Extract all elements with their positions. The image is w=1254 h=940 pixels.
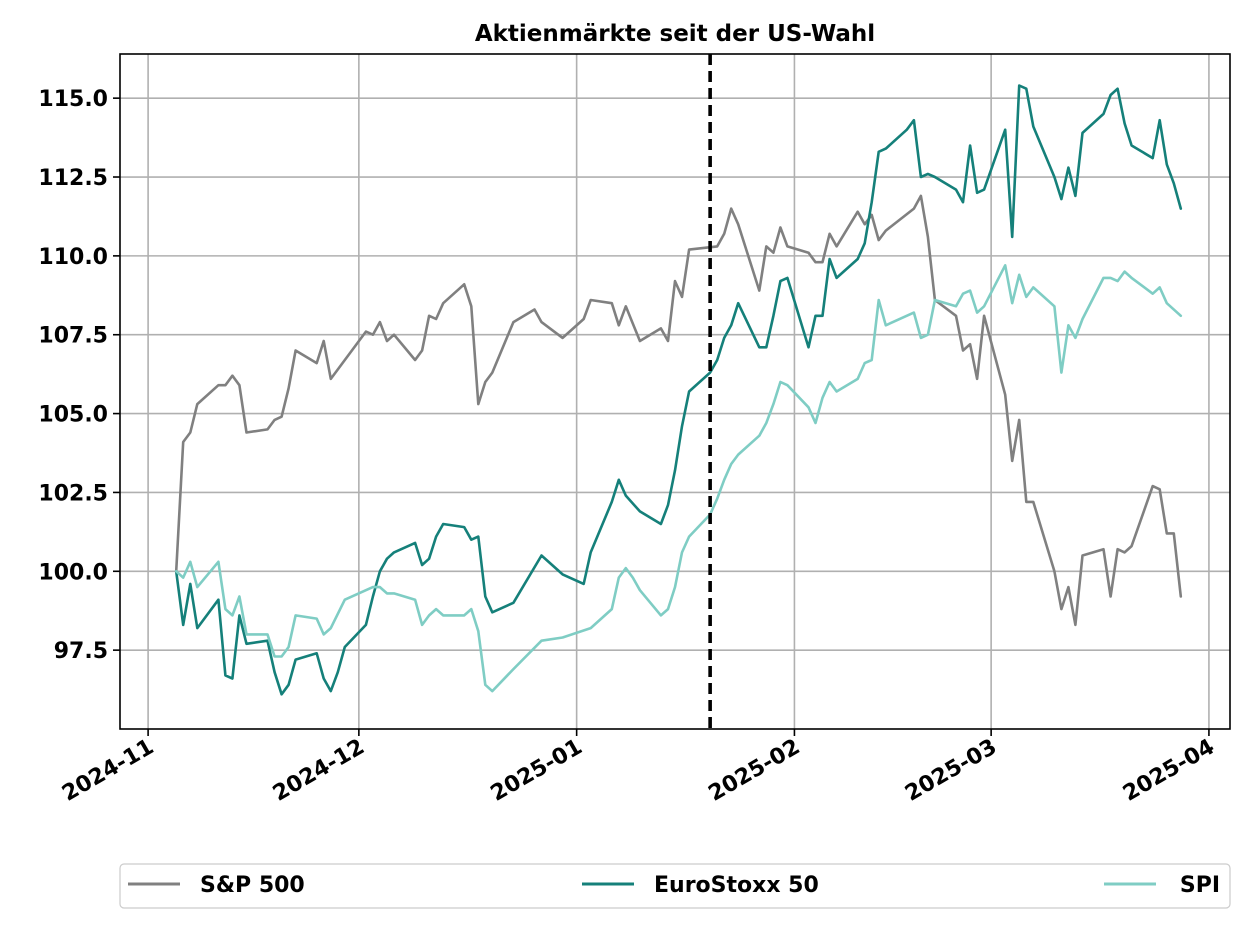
x-tick-label: 2024-11	[58, 735, 158, 807]
chart-title: Aktienmärkte seit der US-Wahl	[475, 21, 875, 47]
legend-frame	[119, 863, 1231, 909]
x-axis-ticks: 2024-11 2024-12 2025-01 2025-02 2025-03 2025-…	[58, 729, 1219, 807]
plot-frame	[119, 53, 1231, 730]
y-tick-label: 102.5	[38, 481, 108, 506]
y-tick-label: 112.5	[38, 166, 108, 191]
y-tick-label: 110.0	[38, 245, 108, 270]
y-axis-ticks: 97.5 100.0 102.5 105.0 107.5 110.0 112.5 115.0	[38, 87, 120, 664]
x-tick-label: 2024-12	[269, 735, 369, 807]
y-tick-label: 115.0	[38, 87, 108, 112]
y-tick-label: 107.5	[38, 324, 108, 349]
series-line-2	[174, 264, 1183, 693]
y-tick-label: 97.5	[54, 639, 108, 664]
legend-label-2: SPI	[1180, 873, 1220, 898]
y-tick-label: 105.0	[38, 403, 108, 428]
legend-label-1: EuroStoxx 50	[654, 873, 819, 898]
legend-label-0: S&P 500	[200, 873, 305, 898]
x-tick-label: 2025-04	[1119, 735, 1219, 807]
x-tick-label: 2025-02	[704, 735, 804, 807]
series-line-0	[174, 194, 1183, 627]
grid	[120, 54, 1230, 729]
series-line-1	[174, 84, 1183, 696]
x-tick-label: 2025-01	[487, 735, 587, 807]
x-tick-label: 2025-03	[901, 735, 1001, 807]
y-tick-label: 100.0	[38, 560, 108, 585]
legend: S&P 500 EuroStoxx 50 SPI	[119, 863, 1231, 909]
